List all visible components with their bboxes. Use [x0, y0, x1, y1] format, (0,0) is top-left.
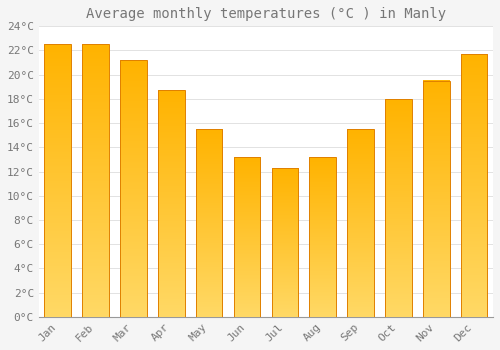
Bar — [120, 60, 146, 317]
Bar — [158, 90, 184, 317]
Bar — [82, 44, 109, 317]
Bar — [385, 99, 411, 317]
Bar — [44, 44, 71, 317]
Bar — [272, 168, 298, 317]
Bar — [196, 129, 222, 317]
Title: Average monthly temperatures (°C ) in Manly: Average monthly temperatures (°C ) in Ma… — [86, 7, 446, 21]
Bar — [461, 54, 487, 317]
Bar — [423, 81, 450, 317]
Bar — [348, 129, 374, 317]
Bar — [310, 157, 336, 317]
Bar — [234, 157, 260, 317]
